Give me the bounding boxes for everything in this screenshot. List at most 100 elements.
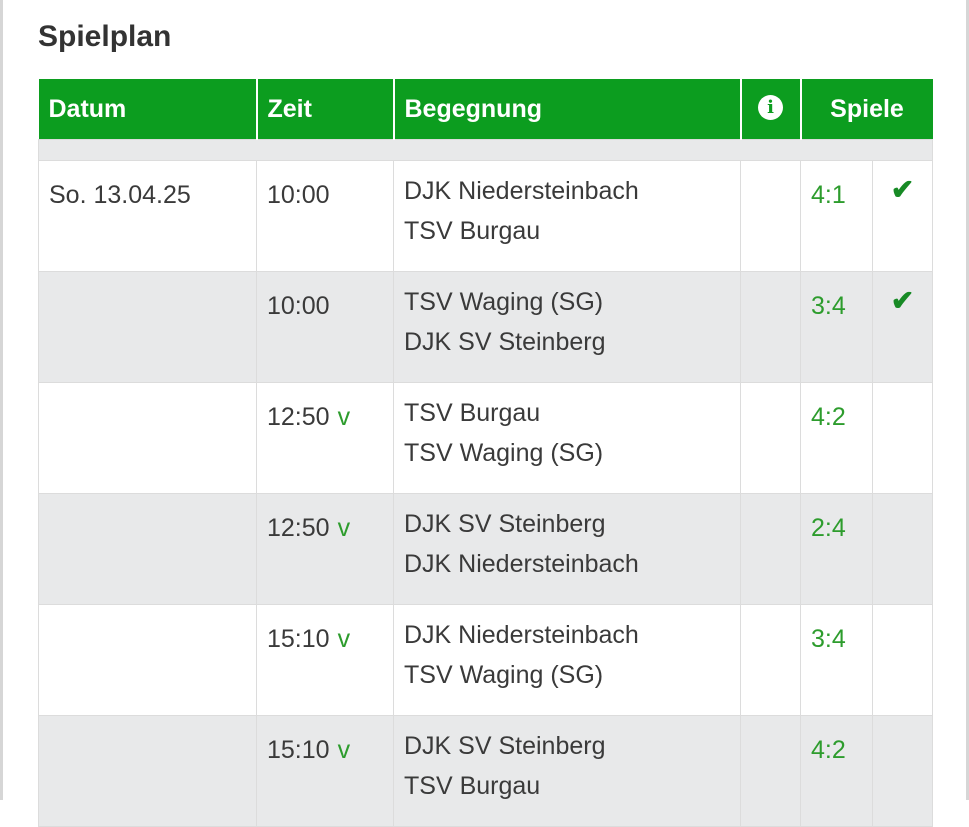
cell-score[interactable]: 4:2: [800, 715, 873, 827]
match-time: 10:00: [267, 292, 330, 320]
header-begegnung[interactable]: Begegnung: [393, 79, 742, 140]
cell-status: [872, 604, 933, 716]
away-team[interactable]: TSV Waging (SG): [404, 661, 604, 689]
home-team[interactable]: DJK Niedersteinbach: [404, 621, 639, 649]
home-team[interactable]: DJK SV Steinberg: [404, 510, 606, 538]
match-time: 10:00: [267, 181, 330, 209]
cell-info: [740, 715, 801, 827]
cell-status: [872, 493, 933, 605]
table-row[interactable]: 12:50 v TSV Burgau TSV Waging (SG) 4:2: [38, 382, 933, 494]
cell-score[interactable]: 2:4: [800, 493, 873, 605]
match-time: 12:50: [267, 514, 330, 542]
match-score[interactable]: 4:1: [811, 181, 846, 209]
cell-zeit: 10:00: [256, 271, 394, 383]
cell-score[interactable]: 3:4: [800, 271, 873, 383]
match-time-wrap: 10:00: [267, 272, 383, 326]
away-team[interactable]: TSV Burgau: [404, 217, 541, 245]
match-date: So. 13.04.25: [49, 181, 191, 209]
cell-score[interactable]: 4:1: [800, 160, 873, 272]
table-header-row: Datum Zeit Begegnung i Spiele: [38, 79, 933, 140]
cell-info: [740, 160, 801, 272]
match-score[interactable]: 3:4: [811, 625, 846, 653]
schedule-table: Datum Zeit Begegnung i Spiele So. 13.04.…: [38, 79, 933, 827]
cell-info: [740, 604, 801, 716]
cell-datum: [38, 604, 257, 716]
match-date: [49, 716, 246, 730]
cell-zeit: 12:50 v: [256, 493, 394, 605]
home-team[interactable]: DJK SV Steinberg: [404, 732, 606, 760]
home-team[interactable]: DJK Niedersteinbach: [404, 177, 639, 205]
cell-begegnung[interactable]: TSV Burgau TSV Waging (SG): [393, 382, 741, 494]
cell-begegnung[interactable]: TSV Waging (SG) DJK SV Steinberg: [393, 271, 741, 383]
header-datum[interactable]: Datum: [38, 79, 258, 140]
match-time-wrap: 15:10 v: [267, 605, 383, 659]
check-icon: [883, 383, 922, 395]
info-icon[interactable]: i: [758, 94, 783, 120]
cell-info: [740, 382, 801, 494]
cell-status: ✔: [872, 160, 933, 272]
match-score[interactable]: 4:2: [811, 736, 846, 764]
time-v-marker: v: [337, 403, 351, 431]
match-time: 15:10: [267, 625, 330, 653]
table-row[interactable]: 15:10 v DJK SV Steinberg TSV Burgau 4:2: [38, 715, 933, 827]
cell-zeit: 15:10 v: [256, 715, 394, 827]
match-score[interactable]: 4:2: [811, 403, 846, 431]
match-time-wrap: 12:50 v: [267, 494, 383, 548]
header-spiele[interactable]: Spiele: [800, 79, 933, 140]
cell-info: [740, 493, 801, 605]
cell-datum: [38, 382, 257, 494]
away-team[interactable]: TSV Burgau: [404, 772, 541, 800]
check-icon: ✔: [890, 285, 915, 316]
table-row[interactable]: 15:10 v DJK Niedersteinbach TSV Waging (SG)…: [38, 604, 933, 716]
cell-begegnung[interactable]: DJK SV Steinberg DJK Niedersteinbach: [393, 493, 741, 605]
time-v-marker: v: [337, 625, 351, 653]
match-time-wrap: 15:10 v: [267, 716, 383, 770]
match-time-wrap: 12:50 v: [267, 383, 383, 437]
check-icon: [883, 494, 922, 506]
frame-right-border: [966, 0, 969, 800]
cell-begegnung[interactable]: DJK SV Steinberg TSV Burgau: [393, 715, 741, 827]
cell-score[interactable]: 3:4: [800, 604, 873, 716]
cell-score[interactable]: 4:2: [800, 382, 873, 494]
match-date: [49, 272, 246, 286]
header-info[interactable]: i: [740, 79, 802, 140]
cell-datum: [38, 271, 257, 383]
frame-left-border: [0, 0, 3, 800]
cell-zeit: 15:10 v: [256, 604, 394, 716]
cell-zeit: 10:00: [256, 160, 394, 272]
table-row[interactable]: 12:50 v DJK SV Steinberg DJK Niedersteinbac…: [38, 493, 933, 605]
match-score[interactable]: 3:4: [811, 292, 846, 320]
match-date: [49, 605, 246, 619]
match-score[interactable]: 2:4: [811, 514, 846, 542]
match-time: 12:50: [267, 403, 330, 431]
away-team[interactable]: DJK SV Steinberg: [404, 328, 606, 356]
cell-begegnung[interactable]: DJK Niedersteinbach TSV Burgau: [393, 160, 741, 272]
cell-datum: [38, 715, 257, 827]
check-icon: ✔: [890, 174, 915, 205]
match-date: [49, 383, 246, 397]
header-zeit[interactable]: Zeit: [256, 79, 395, 140]
home-team[interactable]: TSV Waging (SG): [404, 288, 604, 316]
match-time-wrap: 10:00: [267, 161, 383, 215]
check-icon: [883, 716, 922, 728]
cell-info: [740, 271, 801, 383]
cell-status: ✔: [872, 271, 933, 383]
cell-zeit: 12:50 v: [256, 382, 394, 494]
page-title: Spielplan: [38, 20, 172, 53]
cell-begegnung[interactable]: DJK Niedersteinbach TSV Waging (SG): [393, 604, 741, 716]
table-row[interactable]: 10:00 TSV Waging (SG) DJK SV Steinberg 3:4 ✔: [38, 271, 933, 383]
home-team[interactable]: TSV Burgau: [404, 399, 541, 427]
cell-datum: So. 13.04.25: [38, 160, 257, 272]
match-time: 15:10: [267, 736, 330, 764]
cell-status: [872, 715, 933, 827]
check-icon: [883, 605, 922, 617]
match-date: [49, 494, 246, 508]
time-v-marker: v: [337, 514, 351, 542]
cell-datum: [38, 493, 257, 605]
table-row[interactable]: So. 13.04.25 10:00 DJK Niedersteinbach TSV …: [38, 160, 933, 272]
time-v-marker: v: [337, 736, 351, 764]
table-spacer: [38, 139, 933, 161]
cell-status: [872, 382, 933, 494]
away-team[interactable]: DJK Niedersteinbach: [404, 550, 639, 578]
away-team[interactable]: TSV Waging (SG): [404, 439, 604, 467]
